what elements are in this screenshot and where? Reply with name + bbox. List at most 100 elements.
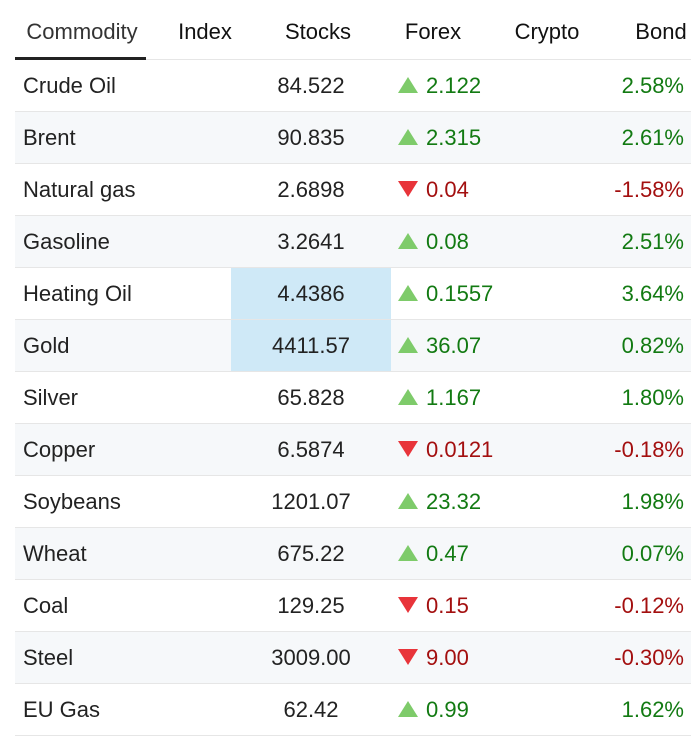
table-row[interactable]: Gold 4411.57 36.07 0.82% [15, 320, 691, 372]
change: 2.122 [398, 60, 481, 111]
price: 65.828 [277, 385, 345, 410]
up-arrow [398, 337, 418, 354]
price: 6.5874 [277, 437, 345, 462]
commodity-name: Heating Oil [23, 281, 132, 306]
percent-change: 3.64% [621, 281, 684, 306]
percent-change: 0.07% [621, 541, 684, 566]
commodity-name: EU Gas [23, 697, 101, 722]
table-row[interactable]: Coal 129.25 0.15 -0.12% [15, 580, 691, 632]
commodity-name: Natural gas [23, 177, 136, 202]
price: 4.4386 [231, 268, 391, 319]
price: 1201.07 [271, 489, 351, 514]
price: 90.835 [277, 125, 345, 150]
arrow-shape [398, 493, 418, 510]
up-arrow [398, 493, 418, 510]
arrow-shape [398, 649, 418, 666]
change-value: 1.167 [426, 385, 482, 410]
percent-change: 1.98% [621, 489, 684, 514]
change-value: 2.122 [426, 73, 482, 98]
commodity-name: Brent [23, 125, 76, 150]
change: 0.1557 [398, 268, 493, 319]
tab[interactable]: Stocks [284, 19, 352, 44]
arrow-shape [398, 129, 418, 146]
tab[interactable]: Commodity [26, 19, 138, 44]
up-arrow [398, 545, 418, 562]
change: 0.0121 [398, 424, 493, 475]
price: 675.22 [277, 541, 345, 566]
price: 4411.57 [231, 320, 391, 371]
arrow-shape [398, 233, 418, 250]
down-arrow [398, 649, 418, 666]
change-value: 2.315 [426, 125, 482, 150]
up-arrow [398, 389, 418, 406]
active-tab-indicator [15, 57, 146, 60]
tab[interactable]: Crypto [514, 19, 580, 44]
up-arrow [398, 77, 418, 94]
change: 23.32 [398, 476, 481, 527]
price: 3.2641 [277, 229, 345, 254]
arrow-shape [398, 701, 418, 718]
commodity-name: Gasoline [23, 229, 110, 254]
change: 0.99 [398, 684, 469, 735]
percent-change: 1.80% [621, 385, 684, 410]
table-row[interactable]: Wheat 675.22 0.47 0.07% [15, 528, 691, 580]
table-row[interactable]: Steel 3009.00 9.00 -0.30% [15, 632, 691, 684]
change-value: 23.32 [426, 489, 482, 514]
down-arrow [398, 441, 418, 458]
percent-change: -0.18% [614, 437, 684, 462]
tab[interactable]: Forex [404, 19, 462, 44]
commodity-name: Copper [23, 437, 96, 462]
percent-change: 2.51% [621, 229, 684, 254]
price: 129.25 [277, 593, 345, 618]
arrow-shape [398, 545, 418, 562]
table-row[interactable]: Crude Oil 84.522 2.122 2.58% [15, 60, 691, 112]
commodity-name: Wheat [23, 541, 87, 566]
arrow-shape [398, 389, 418, 406]
table-row[interactable]: Heating Oil 4.4386 0.1557 3.64% [15, 268, 691, 320]
change: 36.07 [398, 320, 481, 371]
arrow-shape [398, 597, 418, 614]
percent-change: 2.58% [621, 73, 684, 98]
change-value: 9.00 [426, 645, 469, 670]
percent-change: 1.62% [621, 697, 684, 722]
table-row[interactable]: Soybeans 1201.07 23.32 1.98% [15, 476, 691, 528]
up-arrow [398, 701, 418, 718]
arrow-shape [398, 181, 418, 198]
table-row[interactable]: EU Gas 62.42 0.99 1.62% [15, 684, 691, 736]
down-arrow [398, 597, 418, 614]
tab[interactable]: Bond [635, 19, 687, 44]
price: 62.42 [283, 697, 339, 722]
up-arrow [398, 129, 418, 146]
change: 0.08 [398, 216, 469, 267]
up-arrow [398, 233, 418, 250]
change-value: 36.07 [426, 333, 482, 358]
table-row[interactable]: Gasoline 3.2641 0.08 2.51% [15, 216, 691, 268]
up-arrow [398, 285, 418, 302]
table-row[interactable]: Natural gas 2.6898 0.04 -1.58% [15, 164, 691, 216]
commodity-name: Soybeans [23, 489, 121, 514]
change: 1.167 [398, 372, 481, 423]
price: 84.522 [277, 73, 345, 98]
change: 0.04 [398, 164, 469, 215]
percent-change: -0.12% [614, 593, 684, 618]
change-value: 0.99 [426, 697, 469, 722]
commodity-name: Crude Oil [23, 73, 116, 98]
percent-change: -1.58% [614, 177, 684, 202]
change-value: 0.15 [426, 593, 469, 618]
change: 2.315 [398, 112, 481, 163]
change-value: 0.1557 [426, 281, 494, 306]
price: 3009.00 [271, 645, 351, 670]
table-row[interactable]: Silver 65.828 1.167 1.80% [15, 372, 691, 424]
table-row[interactable]: Copper 6.5874 0.0121 -0.18% [15, 424, 691, 476]
change-value: 0.04 [426, 177, 469, 202]
price: 2.6898 [277, 177, 345, 202]
arrow-shape [398, 285, 418, 302]
arrow-shape [398, 337, 418, 354]
change: 0.15 [398, 580, 469, 631]
change-value: 0.0121 [426, 437, 494, 462]
table-row[interactable]: Brent 90.835 2.315 2.61% [15, 112, 691, 164]
percent-change: 2.61% [621, 125, 684, 150]
tab[interactable]: Index [178, 19, 232, 44]
change: 0.47 [398, 528, 469, 579]
